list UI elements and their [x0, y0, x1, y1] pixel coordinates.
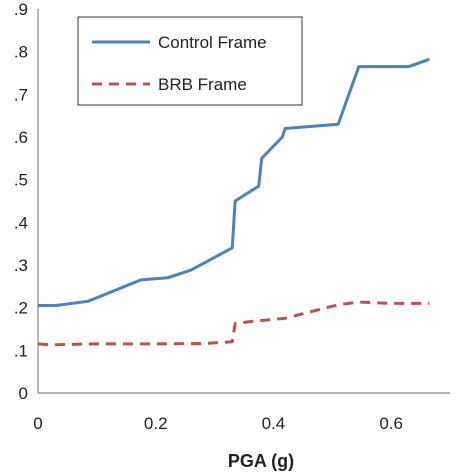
y-tick-label: .2: [14, 299, 28, 318]
x-tick-label: 0: [33, 414, 42, 433]
series-layer: [37, 57, 430, 347]
y-tick-label: .5: [14, 171, 28, 190]
y-tick-label: .6: [14, 128, 28, 147]
y-tick-label: .3: [14, 256, 28, 275]
y-axis-tick-labels: 0 .1 .2 .3 .4 .5 .6 .7 .8 .9: [14, 0, 28, 403]
series-line-control-frame: [38, 57, 430, 307]
y-tick-label: .1: [14, 341, 28, 360]
legend-label-control-frame: Control Frame: [158, 33, 267, 52]
y-tick-label: 0: [19, 384, 28, 403]
y-tick-label: .9: [14, 0, 28, 19]
x-axis-tick-labels: 0 0.2 0.4 0.6: [33, 414, 403, 433]
legend: Control Frame BRB Frame: [77, 16, 303, 106]
y-tick-label: .7: [14, 85, 28, 104]
y-tick-label: .8: [14, 43, 28, 62]
series-line-brb-frame: [37, 300, 430, 347]
x-tick-label: 0.4: [262, 414, 286, 433]
x-tick-label: 0.2: [144, 414, 168, 433]
legend-box: [77, 16, 303, 106]
x-axis-title: PGA (g): [228, 451, 294, 471]
y-tick-label: .4: [14, 213, 28, 232]
legend-label-brb-frame: BRB Frame: [158, 75, 247, 94]
x-tick-label: 0.6: [379, 414, 403, 433]
